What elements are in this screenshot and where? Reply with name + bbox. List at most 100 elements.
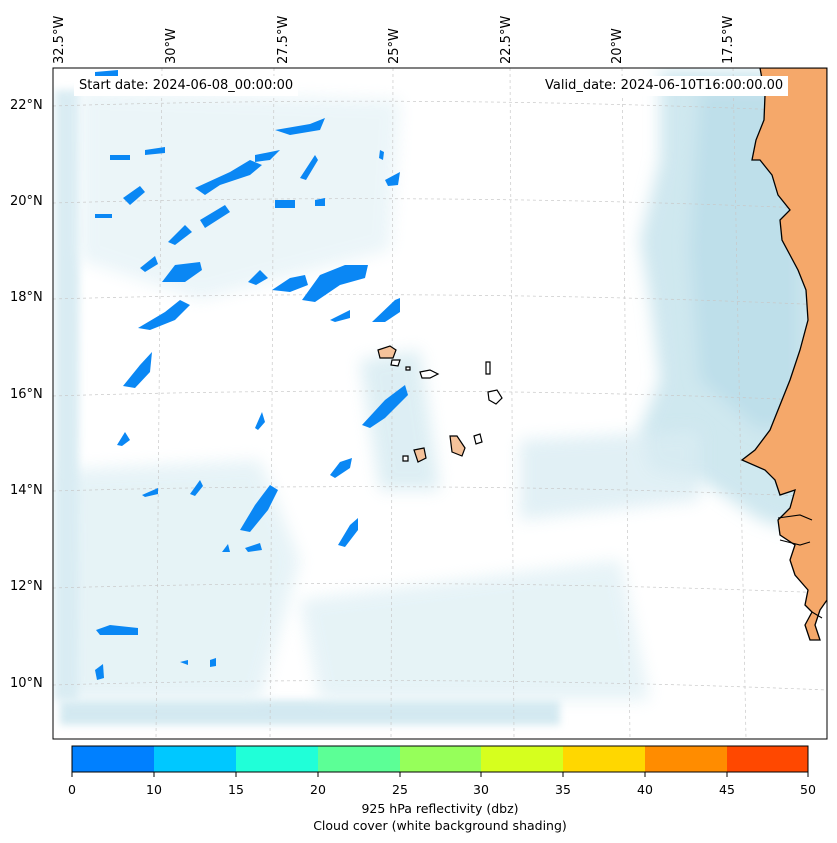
longitude-label: 22.5°W: [499, 15, 514, 64]
colorbar-tick-label: 15: [228, 782, 244, 797]
meridian-17-5w: [732, 68, 747, 739]
reflectivity-patch: [95, 664, 104, 680]
parallel-18n: [53, 294, 827, 306]
reflectivity-patch: [385, 172, 400, 186]
parallel-20n: [53, 198, 827, 210]
meridian-30w: [155, 68, 163, 739]
coast-detail: [777, 514, 823, 619]
reflectivity-patch: [275, 200, 295, 208]
cape-verde-islands: [377, 345, 503, 463]
reflectivity-patch: [255, 412, 265, 430]
island-santa-luzia: [405, 366, 411, 371]
start-date-label: Start date: 2024-06-08_00:00:00: [74, 76, 299, 96]
latitude-label: 14°N: [10, 483, 43, 498]
parallel-22n: [53, 100, 827, 113]
reflectivity-patch: [302, 265, 368, 302]
colorbar-segment: [236, 746, 318, 772]
cloud-middle-strip: [520, 430, 700, 520]
longitude-label: 27.5°W: [276, 15, 291, 64]
reflectivity-patch: [123, 352, 152, 388]
colorbar-outline: [71, 745, 809, 773]
colorbar-tick-label: 40: [637, 782, 653, 797]
colorbar-tick-label: 30: [473, 782, 489, 797]
colorbar-segment: [318, 746, 400, 772]
colorbar-segment: [727, 746, 808, 772]
latitude-label: 18°N: [10, 290, 43, 305]
colorbar-title: 925 hPa reflectivity (dbz): [361, 801, 519, 816]
reflectivity-patch: [338, 518, 358, 547]
reflectivity-patch: [245, 543, 262, 552]
reflectivity-patch: [162, 262, 202, 282]
valid-date-label: Valid_date: 2024-06-10T16:00:00.00: [540, 76, 789, 96]
reflectivity-patch: [95, 70, 118, 77]
island-maio: [473, 433, 483, 445]
reflectivity-patch: [300, 155, 318, 180]
reflectivity-patch: [330, 458, 352, 478]
latitude-label: 22°N: [10, 98, 43, 113]
cloud-west-strip: [55, 90, 80, 700]
colorbar-segment: [645, 746, 727, 772]
graticule: [53, 68, 827, 739]
meridian-20w: [621, 68, 631, 739]
colorbar-subtitle: Cloud cover (white background shading): [313, 818, 567, 833]
reflectivity-patch: [255, 150, 280, 162]
map-frame: [52, 67, 828, 740]
reflectivity-patch: [145, 147, 165, 155]
reflectivity-layer: [95, 70, 408, 680]
longitude-label: 20°W: [610, 28, 625, 64]
longitude-label: 25°W: [387, 28, 402, 64]
cloud-south-center: [300, 560, 650, 700]
colorbar-segment: [400, 746, 481, 772]
reflectivity-patch: [379, 150, 384, 160]
island-boa-vista: [487, 389, 503, 405]
colorbar: [71, 745, 809, 777]
island-sao-nicolau: [419, 369, 440, 379]
reflectivity-patch: [140, 256, 158, 272]
reflectivity-patch: [372, 298, 400, 322]
island-fogo: [413, 447, 427, 463]
colorbar-tick-label: 20: [310, 782, 326, 797]
reflectivity-patch: [248, 270, 268, 285]
colorbar-tick-label: 50: [800, 782, 816, 797]
reflectivity-patch: [200, 205, 230, 228]
reflectivity-patch: [180, 660, 188, 665]
reflectivity-patch: [168, 225, 192, 245]
reflectivity-patch: [142, 488, 158, 497]
cloud-north-west: [80, 90, 400, 300]
reflectivity-patch: [330, 310, 350, 322]
meridian-25w: [390, 68, 394, 739]
parallel-16n: [53, 390, 827, 402]
reflectivity-patch: [117, 432, 130, 446]
reflectivity-patch: [272, 275, 308, 292]
colorbar-tick-label: 35: [555, 782, 571, 797]
latitude-label: 20°N: [10, 194, 43, 209]
colorbar-tick-label: 10: [146, 782, 162, 797]
colorbar-segment: [563, 746, 645, 772]
longitude-label: 17.5°W: [721, 15, 736, 64]
reflectivity-patch: [315, 198, 325, 206]
reflectivity-patch: [138, 300, 190, 330]
reflectivity-patch: [123, 186, 145, 205]
parallel-10n: [53, 680, 827, 691]
latitude-label: 16°N: [10, 387, 43, 402]
colorbar-segment: [481, 746, 563, 772]
island-brava: [402, 455, 409, 462]
reflectivity-patch: [110, 155, 130, 160]
parallel-12n: [53, 583, 827, 594]
reflectivity-patch: [190, 480, 203, 496]
cloud-south-west: [60, 460, 300, 700]
reflectivity-patch: [210, 658, 216, 667]
colorbar-tick-label: 25: [392, 782, 408, 797]
colorbar-segment: [72, 746, 154, 772]
africa-land: [740, 68, 827, 641]
colorbar-tick-label: 45: [719, 782, 735, 797]
meridian-22-5w: [509, 68, 515, 739]
reflectivity-patch: [275, 118, 325, 135]
reflectivity-patch: [95, 214, 112, 218]
parallel-14n: [53, 486, 827, 498]
island-sal: [485, 361, 491, 375]
latitude-label: 10°N: [10, 676, 43, 691]
island-sao-vicente: [390, 359, 401, 367]
